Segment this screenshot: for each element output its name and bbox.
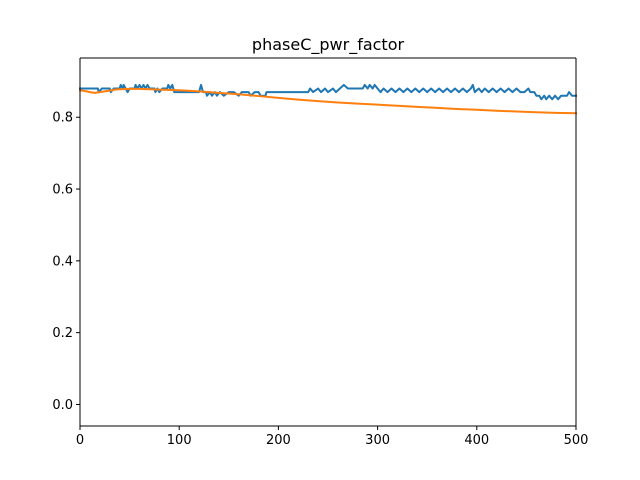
x-tick-label: 400 xyxy=(464,433,489,448)
x-tick-label: 0 xyxy=(76,433,84,448)
y-tick-label: 0.0 xyxy=(52,398,73,413)
x-tick-label: 200 xyxy=(266,433,291,448)
y-tick-label: 0.6 xyxy=(52,183,73,198)
y-tick-label: 0.4 xyxy=(52,254,73,269)
x-tick-label: 100 xyxy=(167,433,192,448)
x-tick-label: 300 xyxy=(365,433,390,448)
y-tick-label: 0.8 xyxy=(52,111,73,126)
chart-title: phaseC_pwr_factor xyxy=(252,35,405,55)
x-tick-label: 500 xyxy=(564,433,589,448)
series-layer xyxy=(78,83,578,115)
series-line-2 xyxy=(78,87,578,115)
axes-layer: 0 100 200 300 400 500 0.0 0.2 0.4 0.6 0.8 xyxy=(52,57,589,448)
y-tick-label: 0.2 xyxy=(52,326,73,341)
plot-area xyxy=(80,58,576,426)
